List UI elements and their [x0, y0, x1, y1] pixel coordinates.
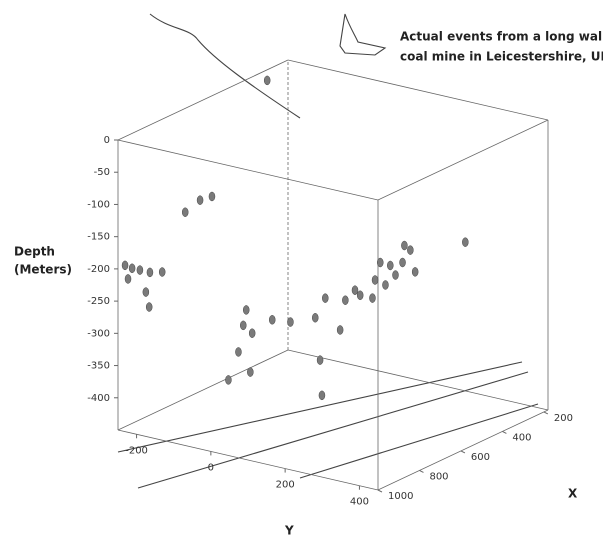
x-tick — [419, 470, 423, 472]
x-tick-label: 800 — [429, 471, 448, 482]
event — [377, 258, 383, 267]
x-tick-label: 200 — [554, 413, 573, 424]
x-tick-label: 600 — [471, 452, 490, 463]
z-axis-label: (Meters) — [14, 263, 72, 277]
x-tick-label: 1000 — [388, 491, 413, 502]
box-edge — [288, 350, 548, 410]
event — [372, 275, 378, 284]
event — [400, 258, 406, 267]
event — [243, 305, 249, 314]
surface-feature — [340, 14, 385, 55]
event — [122, 261, 128, 270]
z-tick-label: -250 — [87, 296, 110, 307]
event — [352, 286, 358, 295]
event — [287, 318, 293, 327]
event — [197, 196, 203, 205]
z-tick-label: -50 — [94, 167, 110, 178]
x-tick-label: 400 — [512, 432, 531, 443]
event — [407, 246, 413, 255]
z-tick-label: -300 — [87, 328, 110, 339]
event — [209, 192, 215, 201]
floor-feature — [138, 372, 528, 488]
y-tick-label: -200 — [125, 445, 148, 456]
x-tick — [378, 490, 382, 492]
event — [264, 76, 270, 85]
event — [317, 356, 323, 365]
event — [125, 274, 131, 283]
event — [357, 291, 363, 300]
box-edge — [378, 120, 548, 200]
floor-feature — [118, 362, 522, 452]
event — [337, 325, 343, 334]
z-tick-label: -400 — [87, 393, 110, 404]
y-tick-label: 200 — [276, 480, 295, 491]
event — [159, 268, 165, 277]
event — [225, 375, 231, 384]
box-edge — [118, 350, 288, 430]
x-tick — [461, 451, 465, 453]
event — [247, 368, 253, 377]
chart: Actual events from a long wall coal mine… — [0, 0, 603, 539]
box-edge — [118, 430, 378, 490]
x-axis-label: X — [568, 487, 578, 501]
event — [129, 264, 135, 273]
event — [387, 261, 393, 270]
z-tick-label: 0 — [104, 135, 110, 146]
x-tick — [502, 431, 506, 433]
event — [235, 347, 241, 356]
z-tick-label: -150 — [87, 232, 110, 243]
box-edge — [378, 410, 548, 490]
x-tick — [544, 412, 548, 414]
z-tick-label: -100 — [87, 199, 110, 210]
event — [147, 268, 153, 277]
event — [369, 294, 375, 303]
y-tick-label: 400 — [350, 497, 369, 508]
event — [143, 288, 149, 297]
event — [146, 303, 152, 312]
box-edge — [118, 140, 378, 200]
z-tick-label: -200 — [87, 264, 110, 275]
event — [412, 267, 418, 276]
event — [269, 315, 275, 324]
event — [249, 329, 255, 338]
title-line: Actual events from a long wall — [400, 30, 603, 44]
y-tick-label: 0 — [208, 462, 214, 473]
event — [312, 313, 318, 322]
box-edge — [118, 60, 288, 140]
box-edge — [288, 60, 548, 120]
event — [392, 271, 398, 280]
event — [342, 296, 348, 305]
event — [322, 294, 328, 303]
title-line: coal mine in Leicestershire, UK — [400, 50, 603, 64]
z-tick-label: -350 — [87, 361, 110, 372]
event — [137, 266, 143, 275]
surface-feature — [150, 14, 300, 118]
event — [401, 241, 407, 250]
event — [319, 391, 325, 400]
z-axis-label: Depth — [14, 245, 55, 259]
event — [240, 321, 246, 330]
event — [462, 238, 468, 247]
event — [382, 280, 388, 289]
y-axis-label: Y — [284, 524, 294, 538]
event — [182, 208, 188, 217]
floor-feature — [300, 404, 538, 478]
